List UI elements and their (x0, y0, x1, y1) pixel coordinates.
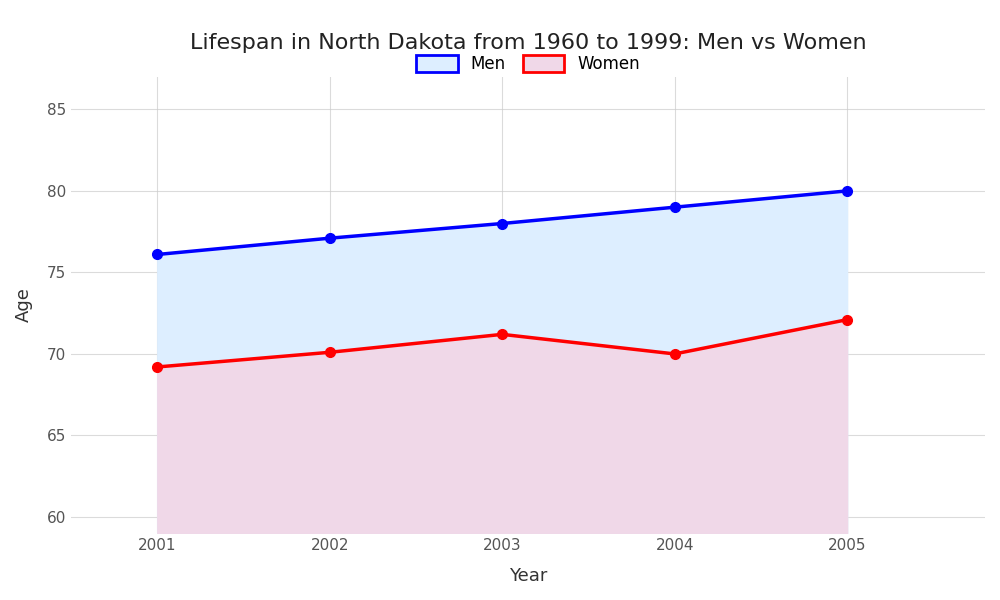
Legend: Men, Women: Men, Women (409, 49, 647, 80)
Title: Lifespan in North Dakota from 1960 to 1999: Men vs Women: Lifespan in North Dakota from 1960 to 19… (190, 33, 866, 53)
Y-axis label: Age: Age (15, 287, 33, 322)
X-axis label: Year: Year (509, 567, 547, 585)
